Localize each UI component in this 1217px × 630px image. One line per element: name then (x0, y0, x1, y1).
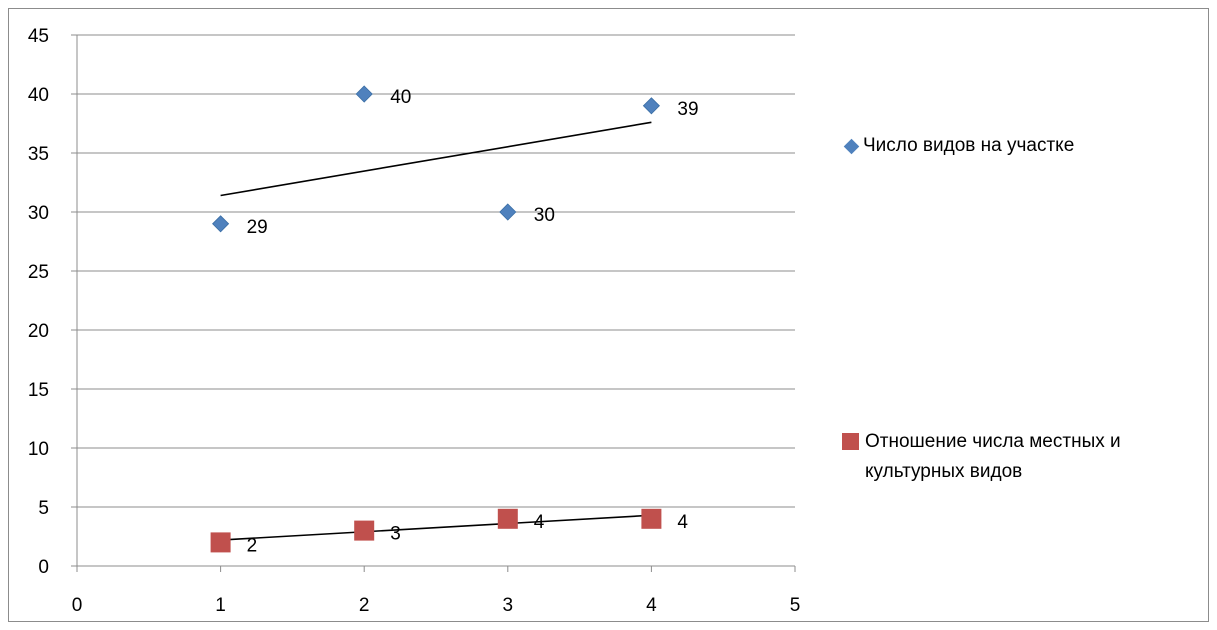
point-diamond-0-3 (642, 97, 660, 115)
legend-label-species-count: Число видов на участке (863, 135, 1075, 156)
y-tick-label-35: 35 (28, 144, 49, 165)
x-tick-label-3: 3 (503, 595, 514, 616)
point-square-1-2 (497, 508, 518, 529)
y-tick-label-10: 10 (28, 439, 49, 460)
chart-frame (8, 8, 1209, 622)
data-label-1-0: 2 (247, 535, 258, 556)
y-tick-label-30: 30 (28, 203, 49, 224)
y-tick-label-40: 40 (28, 85, 49, 106)
x-tick-label-4: 4 (646, 595, 657, 616)
y-tick-label-25: 25 (28, 262, 49, 283)
legend-square-marker-icon (842, 433, 859, 450)
x-tick-label-5: 5 (790, 595, 801, 616)
point-square-1-1 (354, 520, 375, 541)
y-tick-label-0: 0 (38, 557, 49, 578)
x-tick-label-0: 0 (72, 595, 83, 616)
legend-entry-species-count: Число видов на участке (842, 131, 1202, 161)
data-label-0-3: 39 (677, 99, 698, 120)
point-diamond-0-0 (212, 215, 230, 233)
legend-diamond-marker-icon (843, 138, 860, 155)
data-label-1-1: 3 (390, 524, 401, 545)
point-diamond-0-1 (355, 85, 373, 103)
x-tick-label-1: 1 (215, 595, 226, 616)
legend-label-species-ratio-line1: Отношение числа местных и (865, 431, 1121, 452)
trendline-series-0 (220, 121, 652, 197)
y-tick-label-5: 5 (38, 498, 49, 519)
data-label-1-3: 4 (677, 512, 688, 533)
y-tick-label-15: 15 (28, 380, 49, 401)
y-tick-label-20: 20 (28, 321, 49, 342)
trendline-series-1 (220, 514, 652, 541)
data-label-0-2: 30 (534, 205, 555, 226)
y-tick-label-45: 45 (28, 26, 49, 47)
data-label-0-0: 29 (247, 217, 268, 238)
point-square-1-3 (641, 508, 662, 529)
x-tick-label-2: 2 (359, 595, 370, 616)
legend-label-species-ratio-line2: культурных видов (865, 461, 1023, 482)
point-square-1-0 (210, 532, 231, 553)
legend-entry-species-ratio: Отношение числа местных и культурных вид… (842, 427, 1202, 487)
point-diamond-0-2 (499, 203, 517, 221)
data-label-0-1: 40 (390, 87, 411, 108)
data-label-1-2: 4 (534, 512, 545, 533)
